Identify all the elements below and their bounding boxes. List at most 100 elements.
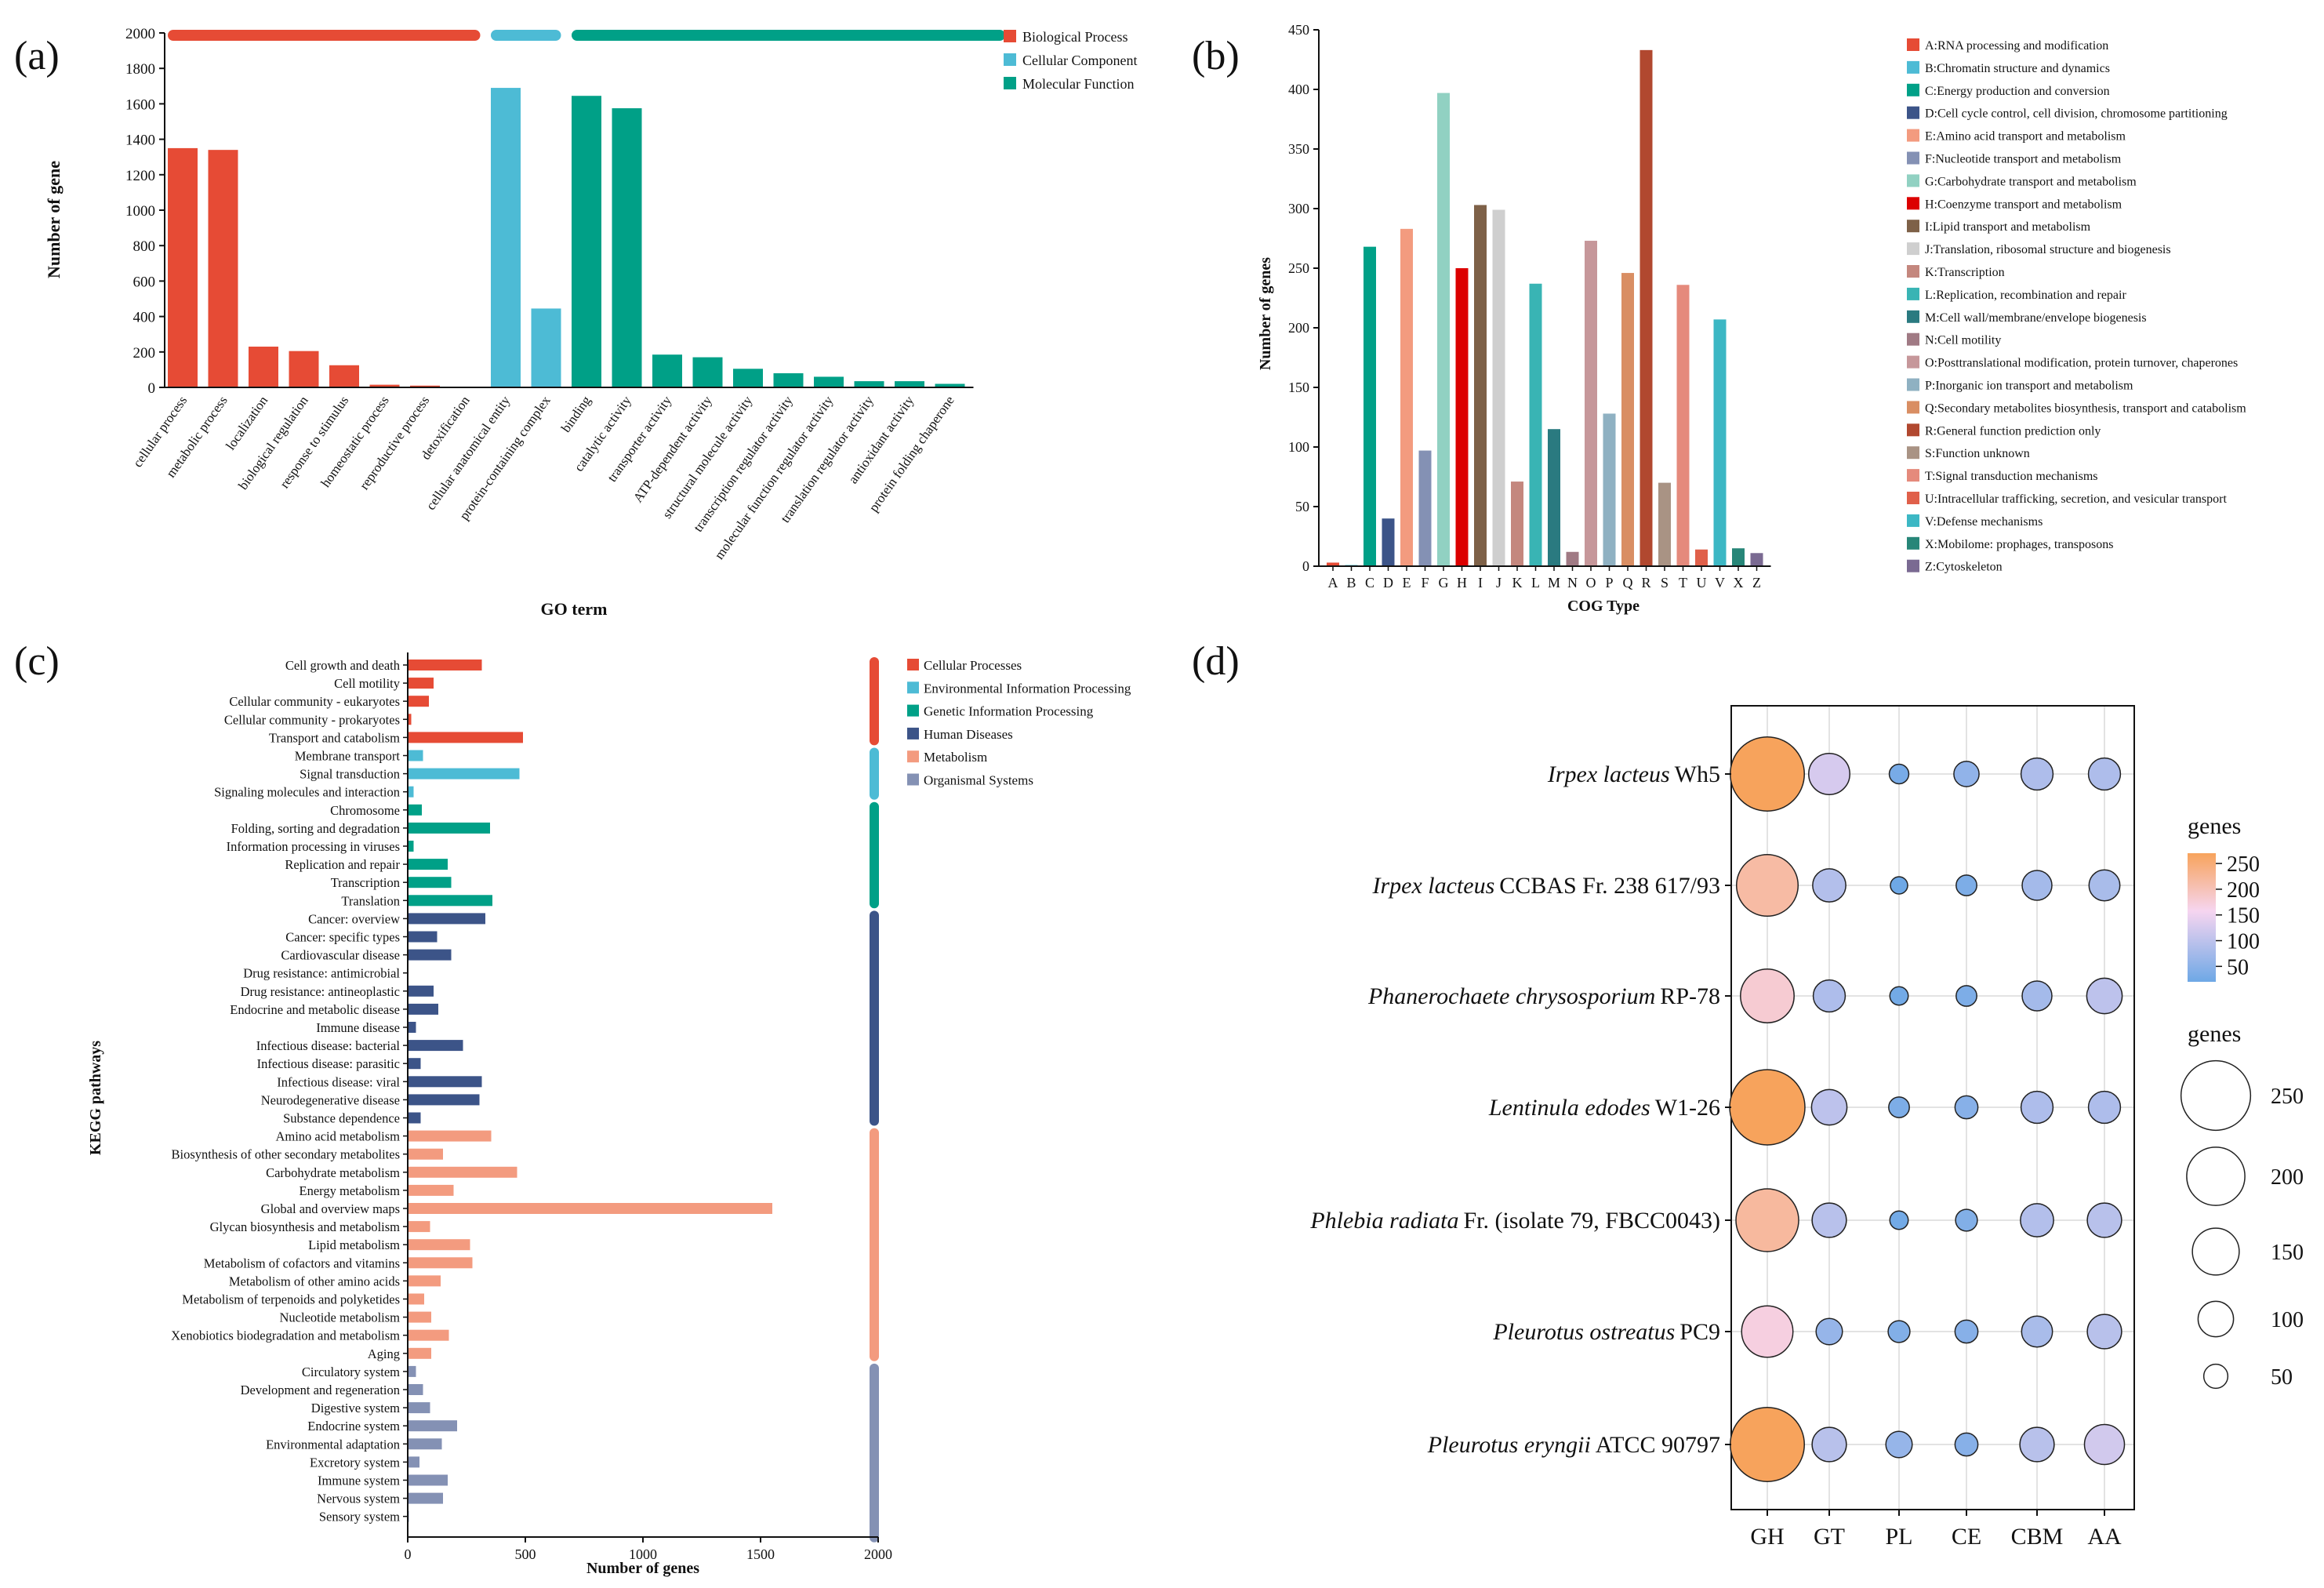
- legend-swatch-k: [1907, 265, 1919, 278]
- xtick-label-p: P: [1605, 575, 1613, 591]
- legend-label-t: T:Signal transduction mechanisms: [1925, 470, 2098, 483]
- ytick-label-250: 250: [1288, 260, 1309, 276]
- legend-swatch-b: [1907, 60, 1919, 74]
- bar-environmental-adaptation: [408, 1438, 442, 1450]
- ytick-label-infectious-disease-bacterial: Infectious disease: bacterial: [256, 1038, 401, 1053]
- bar-drug-resistance-antineoplastic: [408, 985, 434, 997]
- bar-glycan-biosynthesis-and-metabolism: [408, 1221, 430, 1233]
- xtick-label-b: B: [1346, 575, 1356, 591]
- ytick-label-1600: 1600: [125, 96, 155, 113]
- ytick-label-cancer-overview: Cancer: overview: [308, 911, 400, 926]
- bar-catalytic-activity: [612, 108, 642, 388]
- xtick-label-f: F: [1421, 575, 1429, 591]
- bar-signaling-molecules-and-interaction: [408, 786, 414, 798]
- species-label-pleurotus-eryngii-atcc-90797: Pleurotus eryngii ATCC 90797: [1427, 1432, 1720, 1458]
- legend-swatch-a: [1907, 38, 1919, 51]
- bubble-pleurotus-eryngii-aa: [2083, 1423, 2126, 1466]
- bubble-pleurotus-ostreatus-cbm: [2021, 1315, 2053, 1348]
- xtick-label-500: 500: [515, 1546, 536, 1562]
- species-label-irpex-lacteus-ccbas-fr-238-617-93: Irpex lacteus CCBAS Fr. 238 617/93: [1371, 873, 1720, 899]
- ytick-label-cellular-community-prokaryotes: Cellular community - prokaryotes: [224, 712, 400, 727]
- ytick-label-350: 350: [1288, 141, 1309, 157]
- legend-swatch-c: [1907, 83, 1919, 96]
- legend-label-p: P:Inorganic ion transport and metabolism: [1925, 380, 2133, 393]
- xtick-label-d: D: [1383, 575, 1393, 591]
- bubble-pleurotus-ostreatus-gh: [1741, 1305, 1794, 1358]
- xtick-label-1000: 1000: [629, 1546, 657, 1562]
- bar-cog-u: [1695, 549, 1708, 566]
- ytick-label-membrane-transport: Membrane transport: [295, 749, 401, 764]
- bar-cellular-anatomical-entity: [491, 88, 521, 387]
- ytick-label-amino-acid-metabolism: Amino acid metabolism: [275, 1129, 400, 1144]
- bar-development-and-regeneration: [408, 1384, 423, 1395]
- ytick-label-signal-transduction: Signal transduction: [300, 767, 400, 782]
- legend-swatch-f: [1907, 151, 1919, 165]
- xtick-label-t: T: [1679, 575, 1687, 591]
- legend-label-environmental-information-processing: Environmental Information Processing: [924, 681, 1131, 696]
- bubble-phanerochaete-chrysosporium-aa: [2086, 977, 2123, 1015]
- bar-information-processing-in-viruses: [408, 841, 414, 852]
- bar-aging: [408, 1347, 431, 1359]
- strain-name: ATCC 90797: [1591, 1432, 1720, 1458]
- ytick-label-cell-growth-and-death: Cell growth and death: [285, 658, 401, 673]
- bubble-phlebia-radiata-ce: [1955, 1208, 1978, 1232]
- ytick-label-biosynthesis-of-other-secondary-metabolites: Biosynthesis of other secondary metaboli…: [172, 1147, 400, 1162]
- legend-swatch-organismal-systems: [907, 773, 919, 786]
- bar-folding-sorting-and-degradation: [408, 822, 490, 834]
- ytick-label-xenobiotics-biodegradation-and-metabolism: Xenobiotics biodegradation and metabolis…: [171, 1328, 400, 1343]
- xtick-label-pl: PL: [1885, 1524, 1912, 1550]
- ytick-label-information-processing-in-viruses: Information processing in viruses: [227, 839, 400, 854]
- xtick-label-ce: CE: [1952, 1524, 1981, 1550]
- bar-cell-growth-and-death: [408, 660, 482, 670]
- ytick-label-cancer-specific-types: Cancer: specific types: [285, 930, 400, 945]
- ytick-label-200: 200: [133, 345, 156, 362]
- panel-a-legend: Biological Process Cellular Component Mole…: [1004, 29, 1137, 92]
- bar-cellular-community-eukaryotes: [408, 696, 429, 707]
- bar-nervous-system: [408, 1492, 443, 1504]
- xtick-label-g: G: [1439, 575, 1449, 591]
- ytick-label-infectious-disease-viral: Infectious disease: viral: [277, 1074, 400, 1089]
- strain-name: W1-26: [1650, 1095, 1720, 1121]
- ytick-label-0: 0: [1302, 558, 1309, 574]
- xtick-label-h: H: [1457, 575, 1467, 591]
- bar-reproductive-process: [410, 385, 440, 387]
- xtick-label-aa: AA: [2087, 1524, 2122, 1550]
- bubble-phlebia-radiata-aa: [2086, 1202, 2122, 1238]
- bubble-lentinula-edodes-ce: [1954, 1095, 1979, 1120]
- legend-swatch-x: [1907, 536, 1919, 550]
- color-legend-label-250: 250: [2227, 852, 2260, 877]
- bubble-pleurotus-eryngii-gh: [1730, 1407, 1805, 1482]
- bar-amino-acid-metabolism: [408, 1130, 492, 1142]
- bar-xenobiotics-biodegradation-and-metabolism: [408, 1329, 449, 1341]
- bar-digestive-system: [408, 1402, 430, 1414]
- legend-label-organismal-systems: Organismal Systems: [924, 773, 1033, 788]
- bubble-irpex-lacteus-gh: [1730, 736, 1805, 812]
- bubble-pleurotus-eryngii-pl: [1885, 1430, 1913, 1459]
- ytick-label-transcription: Transcription: [331, 875, 400, 890]
- size-legend-title: genes: [2188, 1021, 2241, 1047]
- ytick-label-infectious-disease-parasitic: Infectious disease: parasitic: [257, 1056, 400, 1071]
- panel-c-legend: Cellular Processes Environmental Informat…: [907, 658, 1131, 788]
- legend-label-l: L:Replication, recombination and repair: [1925, 289, 2126, 302]
- panel-a-xlabel: GO term: [541, 599, 608, 619]
- bubble-pleurotus-eryngii-gt: [1811, 1426, 1847, 1463]
- bar-cog-q: [1621, 273, 1634, 566]
- legend-swatch-o: [1907, 355, 1919, 369]
- legend-swatch-i: [1907, 220, 1919, 233]
- bar-excretory-system: [408, 1456, 419, 1468]
- bar-protein-containing-complex: [531, 308, 561, 387]
- xtick-label-l: L: [1531, 575, 1540, 591]
- bar-cog-l: [1529, 283, 1542, 566]
- size-legend-circle-50: [2202, 1363, 2229, 1390]
- bar-membrane-transport: [408, 750, 423, 761]
- legend-swatch-e: [1907, 129, 1919, 142]
- size-legend-label-100: 100: [2271, 1308, 2304, 1332]
- xtick-label-c: C: [1365, 575, 1374, 591]
- xtick-label-gh: GH: [1750, 1524, 1784, 1550]
- bubble-phlebia-radiata-gh: [1735, 1188, 1799, 1252]
- bar-carbohydrate-metabolism: [408, 1166, 517, 1178]
- xtick-label-biological-regulation: biological regulation: [235, 393, 311, 492]
- size-legend-label-200: 200: [2271, 1165, 2304, 1190]
- legend-label-r: R:General function prediction only: [1925, 424, 2101, 438]
